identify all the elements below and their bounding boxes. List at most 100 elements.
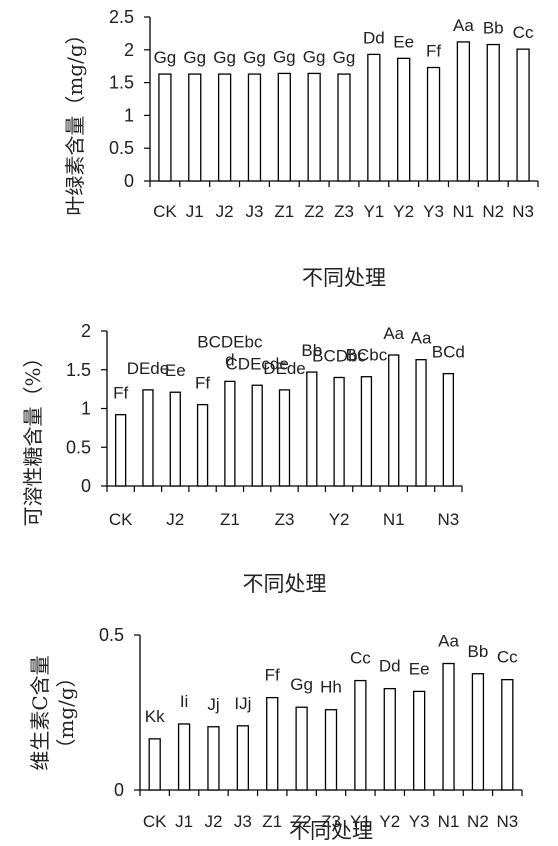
y-tick-label: 0.5 [99,625,124,645]
bar [277,72,291,182]
bar [307,72,321,182]
y-axis-title: 维生素C含量 （mg/g） [28,655,78,770]
x-tick-label: Z1 [274,202,294,221]
x-tick-label: N2 [467,812,489,831]
data-label: Aa [438,632,459,651]
data-label: Ee [165,361,186,380]
bar [456,41,471,182]
x-tick-label: CK [143,812,167,831]
data-label: CDEcde [226,354,289,373]
data-label: BCbc [346,346,388,365]
bar [278,389,291,487]
bar [442,372,454,487]
data-label: Bb [301,341,322,360]
data-label: Aa [453,16,474,35]
x-tick-label: Y2 [379,812,400,831]
bar [383,687,396,791]
x-tick-label: J1 [175,812,193,831]
bar [142,389,154,487]
data-label: Ii [180,692,189,711]
x-tick-label: Y2 [393,202,414,221]
y-tick-label: 1.5 [66,360,91,380]
x-tick-label: CK [109,510,133,529]
data-label: IJj [234,694,251,713]
data-label: Ff [426,42,441,61]
data-label: Dd [379,657,401,676]
x-tick-label: N2 [482,202,504,221]
data-label: Bb [468,642,489,661]
y-tick-label: 0 [114,780,124,800]
bar [247,73,262,182]
data-label: Gg [243,48,266,67]
x-tick-label: N1 [453,202,475,221]
x-tick-label: N1 [438,812,460,831]
x-tick-label: Y3 [409,812,430,831]
bar [306,371,318,487]
x-tick-label: Y1 [363,202,384,221]
y-tick-label: 1.5 [109,73,134,93]
y-axis-title: 可溶性糖含量（%） [21,347,45,526]
bar [324,709,338,791]
data-label: Gg [290,675,313,694]
bar [413,690,426,791]
bar [115,414,127,487]
x-tick-label: CK [153,202,177,221]
data-label: Gg [333,48,356,67]
data-label: Cc [513,23,534,42]
x-tick-label: Z2 [304,202,324,221]
data-label: Gg [183,48,206,67]
bar [333,376,345,487]
bar [196,403,209,487]
bar [442,662,455,791]
data-label: BCd [432,343,465,362]
bar [501,678,514,791]
data-label: Ee [409,659,430,678]
y-tick-label: 2 [81,321,91,341]
x-tick-label: Z3 [275,510,295,529]
x-tick-label: J3 [245,202,263,221]
x-axis-title: 不同处理 [243,572,327,596]
x-tick-label: Y1 [350,812,371,831]
bar [224,380,236,487]
bar [415,359,427,487]
x-tick-label: Z2 [292,812,312,831]
bar [207,726,220,791]
bar [388,354,400,487]
y-axis-title: 叶绿素含量（mg/g） [63,24,87,215]
data-label: Ee [393,32,414,51]
chart-1: 0 0.5 1 1.5 2 2.5 Gg CK Gg J1 Gg J2 Gg J3 Gg Z1 Gg Z2 Gg Z3… [63,7,539,290]
y-tick-label: 0.5 [66,437,91,457]
data-label: DEde [127,359,170,378]
bar [177,723,191,791]
x-tick-label: N3 [496,812,518,831]
x-tick-label: J3 [234,812,252,831]
bar [397,57,411,182]
data-label: Bb [483,19,504,38]
data-label: Ff [195,374,210,393]
bar [367,53,381,182]
x-axis-title: 不同处理 [302,266,386,290]
bar [236,725,249,791]
bar [251,384,263,487]
bar [354,679,367,791]
data-label: Hh [320,678,342,697]
y-tick-label: 0 [124,171,134,191]
data-label: Gg [273,47,296,66]
data-label: Gg [154,48,177,67]
x-axis-title: 不同处理 [289,819,373,843]
y-tick-label: 0.5 [109,138,134,158]
bar [486,43,500,182]
bar [337,73,351,182]
bar [188,73,202,182]
data-label: Ff [265,666,280,685]
data-label: Kk [145,707,165,726]
y-tick-label: 0 [81,476,91,496]
x-tick-label: J2 [216,202,234,221]
data-label: BCDbc [312,347,366,366]
x-tick-label: Z3 [334,202,354,221]
bar [266,696,279,791]
bar [217,73,232,182]
data-label: Cc [350,649,371,668]
bar [158,73,172,182]
data-label: Gg [303,47,326,66]
